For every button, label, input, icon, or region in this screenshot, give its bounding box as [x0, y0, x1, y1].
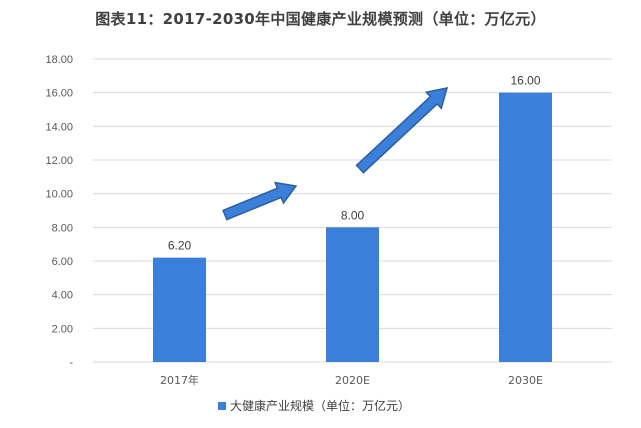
y-tick-label: 10.00: [45, 189, 73, 201]
x-tick-label: 2020E: [335, 374, 370, 387]
growth-arrow-icon: [222, 181, 298, 221]
x-tick-label: 2030E: [508, 374, 543, 387]
bar: [153, 257, 206, 362]
y-tick-label: 2.00: [52, 323, 73, 335]
bar: [499, 92, 552, 363]
bar: [326, 227, 379, 362]
data-label: 8.00: [341, 208, 365, 222]
y-tick-label: 16.00: [45, 88, 73, 100]
y-tick-label: 14.00: [45, 121, 73, 133]
y-tick-label: 18.00: [45, 54, 73, 66]
legend-swatch: [218, 402, 226, 410]
y-tick-label: 4.00: [52, 290, 73, 302]
y-tick-label: 8.00: [52, 222, 73, 234]
y-tick-label: 6.00: [52, 256, 73, 268]
growth-arrow-icon: [355, 87, 449, 174]
y-tick-label: 12.00: [45, 155, 73, 167]
chart-title: 图表11：2017-2030年中国健康产业规模预测（单位：万亿元）: [95, 10, 546, 28]
data-label: 16.00: [510, 74, 540, 88]
legend-label: 大健康产业规模（单位：万亿元）: [230, 398, 410, 413]
data-label: 6.20: [168, 239, 192, 253]
x-tick-label: 2017年: [160, 373, 199, 387]
y-tick-label: -: [69, 357, 73, 369]
